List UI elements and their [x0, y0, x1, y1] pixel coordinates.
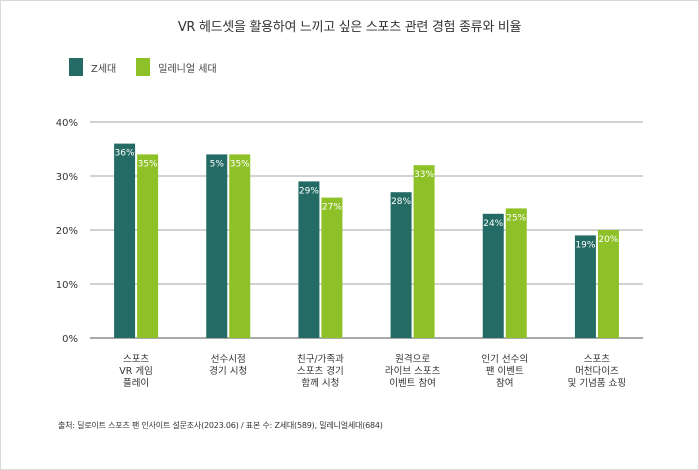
data-label: 5%	[210, 159, 225, 169]
y-tick-label: 0%	[62, 334, 78, 345]
x-tick-label: 팬 이벤트	[486, 366, 524, 377]
data-label: 28%	[391, 197, 411, 207]
data-label: 36%	[115, 149, 135, 159]
bar	[321, 197, 343, 338]
x-tick-label: 머천다이즈	[575, 366, 619, 377]
legend-label-millennial: 밀레니얼 세대	[158, 63, 217, 75]
source-note: 출처: 딜로이트 스포츠 팬 인사이트 설문조사(2023.06) / 표본 수…	[58, 421, 383, 430]
x-tick-label: 친구/가족과	[297, 354, 344, 365]
x-tick-label: 함께 시청	[301, 378, 339, 389]
bar	[298, 181, 320, 338]
y-tick-label: 30%	[56, 172, 78, 183]
bar	[114, 143, 136, 338]
bar	[137, 154, 159, 338]
data-label: 19%	[575, 240, 595, 250]
y-tick-label: 10%	[56, 280, 78, 291]
x-tick-label: 라이브 스포츠	[385, 366, 441, 377]
x-tick-label: 선수시점	[211, 353, 246, 365]
data-label: 35%	[138, 159, 158, 169]
y-tick-label: 40%	[56, 118, 78, 129]
bar	[229, 154, 251, 338]
x-tick-label: 인기 선수의	[481, 354, 528, 365]
bar	[505, 208, 527, 338]
data-label: 20%	[598, 235, 618, 245]
legend-swatch-gen-z	[69, 58, 83, 76]
x-tick-label: VR 게임	[119, 365, 153, 377]
x-tick-label: 원격으로	[395, 353, 430, 365]
bar	[482, 213, 504, 338]
data-label: 24%	[483, 219, 503, 229]
bar	[413, 165, 435, 338]
data-label: 29%	[299, 186, 319, 196]
data-label: 35%	[230, 159, 250, 169]
legend-item-gen-z: Z세대	[69, 58, 116, 76]
chart-title: VR 헤드셋을 활용하여 느끼고 싶은 스포츠 관련 경험 종류와 비율	[177, 20, 522, 35]
x-tick-label: 및 기념품 쇼핑	[568, 377, 626, 389]
x-tick-label: 이벤트 참여	[389, 377, 436, 389]
y-tick-label: 20%	[56, 226, 78, 237]
bar	[574, 235, 596, 338]
data-label: 27%	[322, 203, 342, 213]
x-tick-label: 참여	[496, 377, 513, 389]
data-label: 25%	[506, 213, 526, 223]
bar	[206, 154, 228, 338]
x-tick-label: 스포츠	[584, 354, 610, 365]
x-tick-label: 스포츠	[123, 354, 149, 365]
legend-label-gen-z: Z세대	[91, 63, 117, 75]
x-tick-label: 경기 시청	[209, 365, 247, 377]
legend: Z세대 밀레니얼 세대	[69, 58, 237, 76]
bar	[597, 230, 619, 338]
legend-item-millennial: 밀레니얼 세대	[136, 58, 217, 76]
data-label: 33%	[414, 170, 434, 180]
x-tick-label: 스포츠 경기	[297, 365, 344, 377]
legend-swatch-millennial	[136, 58, 151, 76]
x-tick-label: 플레이	[123, 378, 149, 389]
bar	[390, 192, 412, 338]
